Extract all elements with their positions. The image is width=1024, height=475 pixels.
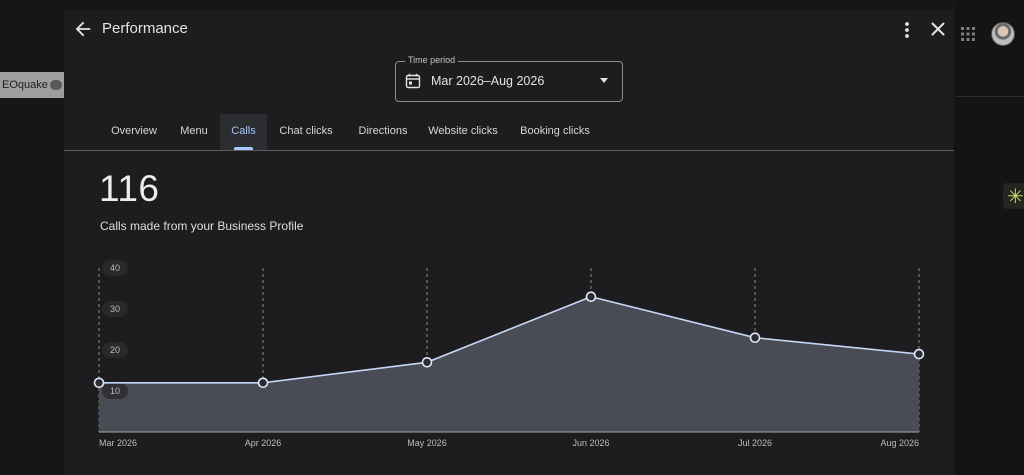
performance-dialog: Performance Time period Mar 2026–Aug 202… [64, 10, 954, 475]
tab-directions[interactable]: Directions [358, 125, 408, 137]
data-point [93, 377, 105, 389]
dialog-header: Performance [64, 10, 954, 50]
extension-toggle[interactable]: EOquake [0, 72, 64, 98]
y-tick-pill [102, 260, 128, 276]
close-icon[interactable] [928, 18, 948, 40]
tab-booking-clicks[interactable]: Booking clicks [520, 125, 590, 137]
x-tick-label: Aug 2026 [880, 438, 919, 448]
data-point [913, 348, 925, 360]
background-panel [955, 0, 1024, 475]
calls-chart: 40 30 20 10 Mar 2026 Apr 2026 May 2026 Jun 2026… [93, 260, 925, 448]
calls-total: 116 [99, 168, 160, 209]
dropdown-caret-icon [600, 78, 608, 83]
data-point [257, 377, 269, 389]
calendar-icon [405, 73, 421, 89]
extension-label: EOquake [2, 79, 48, 91]
arrow-left-icon[interactable] [72, 18, 94, 40]
y-tick-label: 40 [110, 263, 120, 273]
x-tick-label: Mar 2026 [99, 438, 137, 448]
page-title: Performance [102, 20, 188, 37]
calls-description: Calls made from your Business Profile [100, 219, 304, 233]
x-tick-label: May 2026 [407, 438, 447, 448]
y-tick-label: 20 [110, 345, 120, 355]
tab-calls[interactable]: Calls [220, 114, 267, 150]
time-period-select[interactable]: Time period Mar 2026–Aug 2026 [395, 55, 623, 102]
metric-tabs: Overview Menu Calls Chat clicks Directio… [64, 114, 954, 151]
tab-overview[interactable]: Overview [111, 125, 157, 137]
data-point [421, 356, 433, 368]
background-divider [955, 96, 1024, 97]
y-tick-label: 30 [110, 304, 120, 314]
area-fill [99, 296, 919, 432]
data-point [585, 291, 597, 303]
x-tick-label: Apr 2026 [245, 438, 282, 448]
y-tick-pill [102, 301, 128, 317]
data-point [749, 332, 761, 344]
series-line [99, 295, 920, 384]
time-period-label: Time period [405, 55, 459, 65]
x-tick-label: Jul 2026 [738, 438, 772, 448]
tab-website-clicks[interactable]: Website clicks [428, 125, 498, 137]
x-tick-label: Jun 2026 [572, 438, 609, 448]
time-period-value: Mar 2026–Aug 2026 [431, 74, 545, 88]
y-tick-label: 10 [110, 386, 120, 396]
loading-spinner-icon: ✳ [1003, 183, 1024, 209]
more-vert-icon[interactable] [899, 19, 915, 41]
account-avatar[interactable] [991, 22, 1015, 46]
y-tick-pill [102, 342, 128, 358]
apps-grid-icon[interactable] [960, 26, 976, 42]
tab-chat-clicks[interactable]: Chat clicks [279, 125, 333, 137]
tab-menu[interactable]: Menu [180, 125, 208, 137]
y-tick-pill [102, 383, 128, 399]
toggle-switch-icon[interactable] [50, 80, 62, 90]
